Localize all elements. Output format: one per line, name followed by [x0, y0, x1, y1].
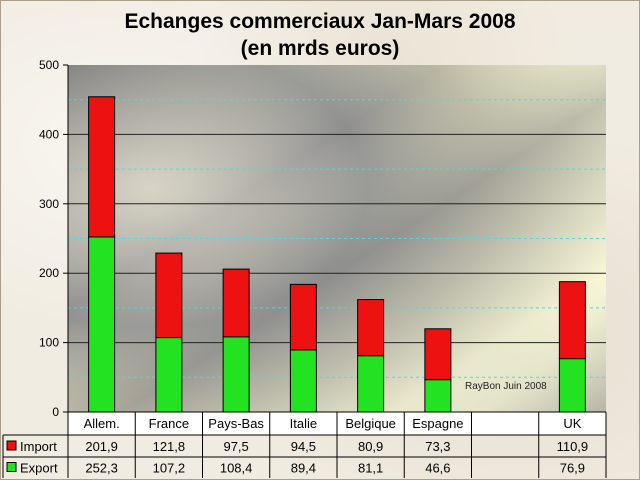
legend-label-import: Import	[20, 439, 57, 454]
bar-export	[558, 358, 586, 413]
y-tick-label: 100	[39, 336, 59, 350]
data-label-import: 110,9	[557, 439, 589, 454]
bar-import	[155, 252, 183, 339]
x-tick-label: Belgique	[345, 416, 396, 431]
bar-export	[88, 236, 116, 413]
bar-export	[155, 337, 183, 413]
y-tick-label: 200	[39, 266, 59, 280]
bar-import	[357, 299, 385, 357]
data-label-import: 201,9	[85, 439, 118, 454]
data-label-export: 81,1	[358, 461, 383, 476]
bar-import	[222, 268, 250, 338]
chart-credit: RayBon Juin 2008	[465, 381, 547, 392]
y-tick-label: 400	[39, 127, 59, 141]
data-label-import: 97,5	[223, 439, 248, 454]
chart-title-line2: (en mrds euros)	[240, 37, 400, 60]
y-tick-label: 500	[39, 58, 59, 72]
chart-title-line1: Echanges commerciaux Jan-Mars 2008	[124, 10, 516, 33]
bar-import	[289, 283, 317, 351]
x-tick-label: Allem.	[84, 416, 120, 431]
data-label-import: 94,5	[291, 439, 316, 454]
y-tick-label: 300	[39, 197, 59, 211]
bar-import	[88, 96, 116, 238]
bar-export	[222, 336, 250, 413]
bar-export	[424, 379, 452, 413]
data-label-import: 73,3	[425, 439, 450, 454]
x-tick-label: Pays-Bas	[208, 416, 264, 431]
y-tick-label: 0	[52, 405, 59, 419]
chart-title: Echanges commerciaux Jan-Mars 2008 (en m…	[0, 8, 640, 62]
legend-swatch-import	[6, 440, 17, 451]
x-tick-label: Italie	[290, 416, 317, 431]
data-label-import: 80,9	[358, 439, 383, 454]
bar-export	[289, 349, 317, 413]
data-label-export: 46,6	[425, 461, 450, 476]
x-tick-label: France	[149, 416, 189, 431]
bar-import	[558, 281, 586, 360]
data-label-export: 107,2	[153, 461, 186, 476]
data-label-export: 89,4	[291, 461, 316, 476]
data-label-export: 76,9	[560, 461, 585, 476]
legend-swatch-export	[6, 462, 17, 472]
x-tick-label: Espagne	[412, 416, 463, 431]
x-tick-label: UK	[563, 416, 581, 431]
data-label-export: 108,4	[220, 461, 253, 476]
data-label-import: 121,8	[153, 439, 186, 454]
bar-import	[424, 328, 452, 381]
data-label-export: 252,3	[85, 461, 118, 476]
bar-export	[357, 355, 385, 413]
legend-label-export: Export	[20, 461, 58, 476]
